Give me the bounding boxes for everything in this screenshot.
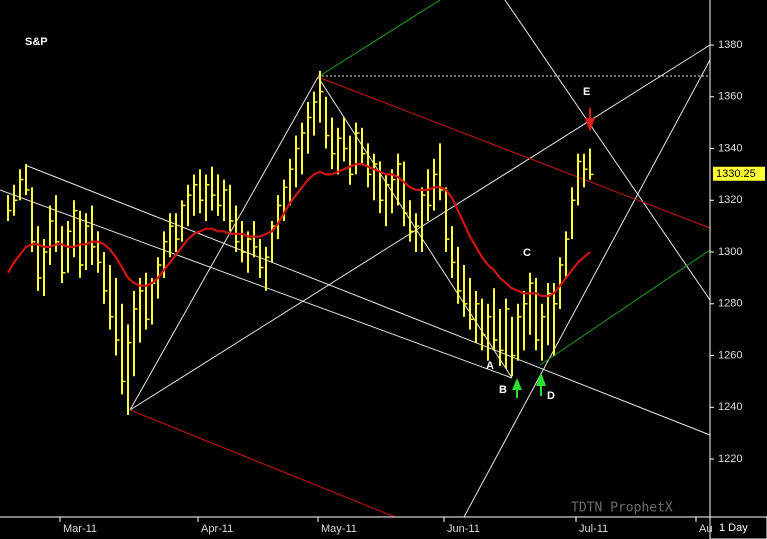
y-tick-label: 1280 (718, 298, 742, 310)
annotation: A (486, 360, 494, 372)
trend-line (24, 164, 711, 436)
y-tick-label: 1380 (718, 39, 742, 51)
x-tick-label: Mar-11 (63, 523, 97, 535)
moving-average (7, 163, 591, 298)
trend-line (463, 59, 711, 518)
y-tick-label: 1220 (718, 453, 742, 465)
y-tick-label: 1240 (718, 401, 742, 413)
trend-line (504, 0, 711, 301)
arrow-head (585, 118, 595, 132)
green-line (317, 0, 441, 78)
arrow-head (512, 378, 522, 390)
red-line (317, 76, 711, 229)
green-line (539, 249, 711, 366)
x-tick-label: Jul-11 (579, 523, 608, 535)
y-tick-label: 1340 (718, 142, 742, 154)
last-price-box (713, 166, 765, 181)
annotation: B (499, 384, 507, 396)
x-tick-label: May-11 (321, 523, 357, 535)
annotation: D (547, 390, 555, 402)
y-tick-label: 1300 (718, 246, 742, 258)
annotation: C (523, 247, 531, 259)
y-tick-label: 1320 (718, 194, 742, 206)
x-tick-label: Au (699, 523, 712, 535)
chart-title: S&P (25, 36, 48, 48)
last-price: 1330.25 (716, 168, 756, 180)
watermark: TDTN ProphetX (571, 501, 673, 516)
arrow-head (536, 372, 546, 386)
interval-box (709, 516, 767, 539)
x-tick-label: Jun-11 (447, 523, 480, 535)
trend-line (129, 76, 319, 411)
arrows (512, 108, 595, 398)
interval: 1 Day (719, 522, 748, 534)
y-tick-label: 1360 (718, 91, 742, 103)
y-tick-label: 1260 (718, 349, 742, 361)
bars (7, 70, 594, 416)
red-line (129, 409, 396, 518)
annotation: E (583, 86, 590, 98)
trend-line (129, 44, 711, 411)
x-tick-label: Apr-11 (201, 523, 233, 535)
